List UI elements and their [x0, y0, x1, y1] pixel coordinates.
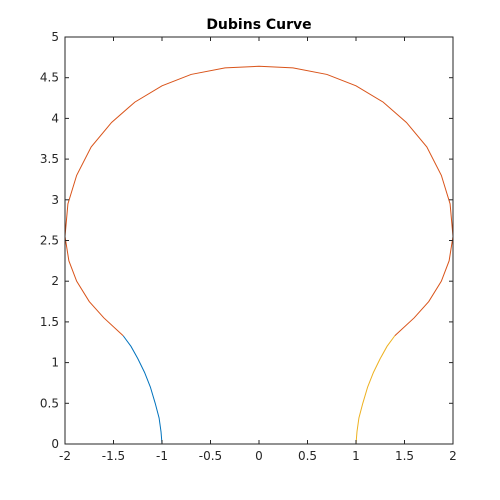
- series-line-1: [122, 335, 163, 445]
- y-tick-label: 2: [51, 274, 59, 288]
- y-tick-label: 4: [51, 111, 59, 125]
- y-tick-label: 1.5: [40, 315, 59, 329]
- y-tick-label: 1: [51, 356, 59, 370]
- y-tick-label: 2.5: [40, 234, 59, 248]
- x-tick-label: -2: [59, 449, 71, 463]
- x-tick-label: 2: [449, 449, 457, 463]
- y-tick-label: 0: [51, 437, 59, 451]
- series-line-3: [355, 335, 396, 445]
- x-tick-label: -1.5: [102, 449, 125, 463]
- x-tick-label: 1: [352, 449, 360, 463]
- series-layer: [64, 65, 454, 445]
- series-line-2: [64, 65, 454, 337]
- x-tick-label: -1: [156, 449, 168, 463]
- y-tick-label: 3.5: [40, 152, 59, 166]
- chart-title: Dubins Curve: [206, 17, 311, 33]
- axes-layer: -2 -1.5 -1 -0.5 0 0.5 1 1.5 2 0 0.5 1 1.5 2 2.5 3 3.5 4 4.…: [40, 30, 457, 463]
- y-tick-label: 4.5: [40, 71, 59, 85]
- x-tick-label: 1.5: [395, 449, 414, 463]
- y-tick-label: 0.5: [40, 396, 59, 410]
- y-tick-label: 3: [51, 193, 59, 207]
- y-tick-label: 5: [51, 30, 59, 44]
- x-tick-label: 0.5: [298, 449, 317, 463]
- x-tick-label: -0.5: [199, 449, 222, 463]
- x-tick-label: 0: [255, 449, 263, 463]
